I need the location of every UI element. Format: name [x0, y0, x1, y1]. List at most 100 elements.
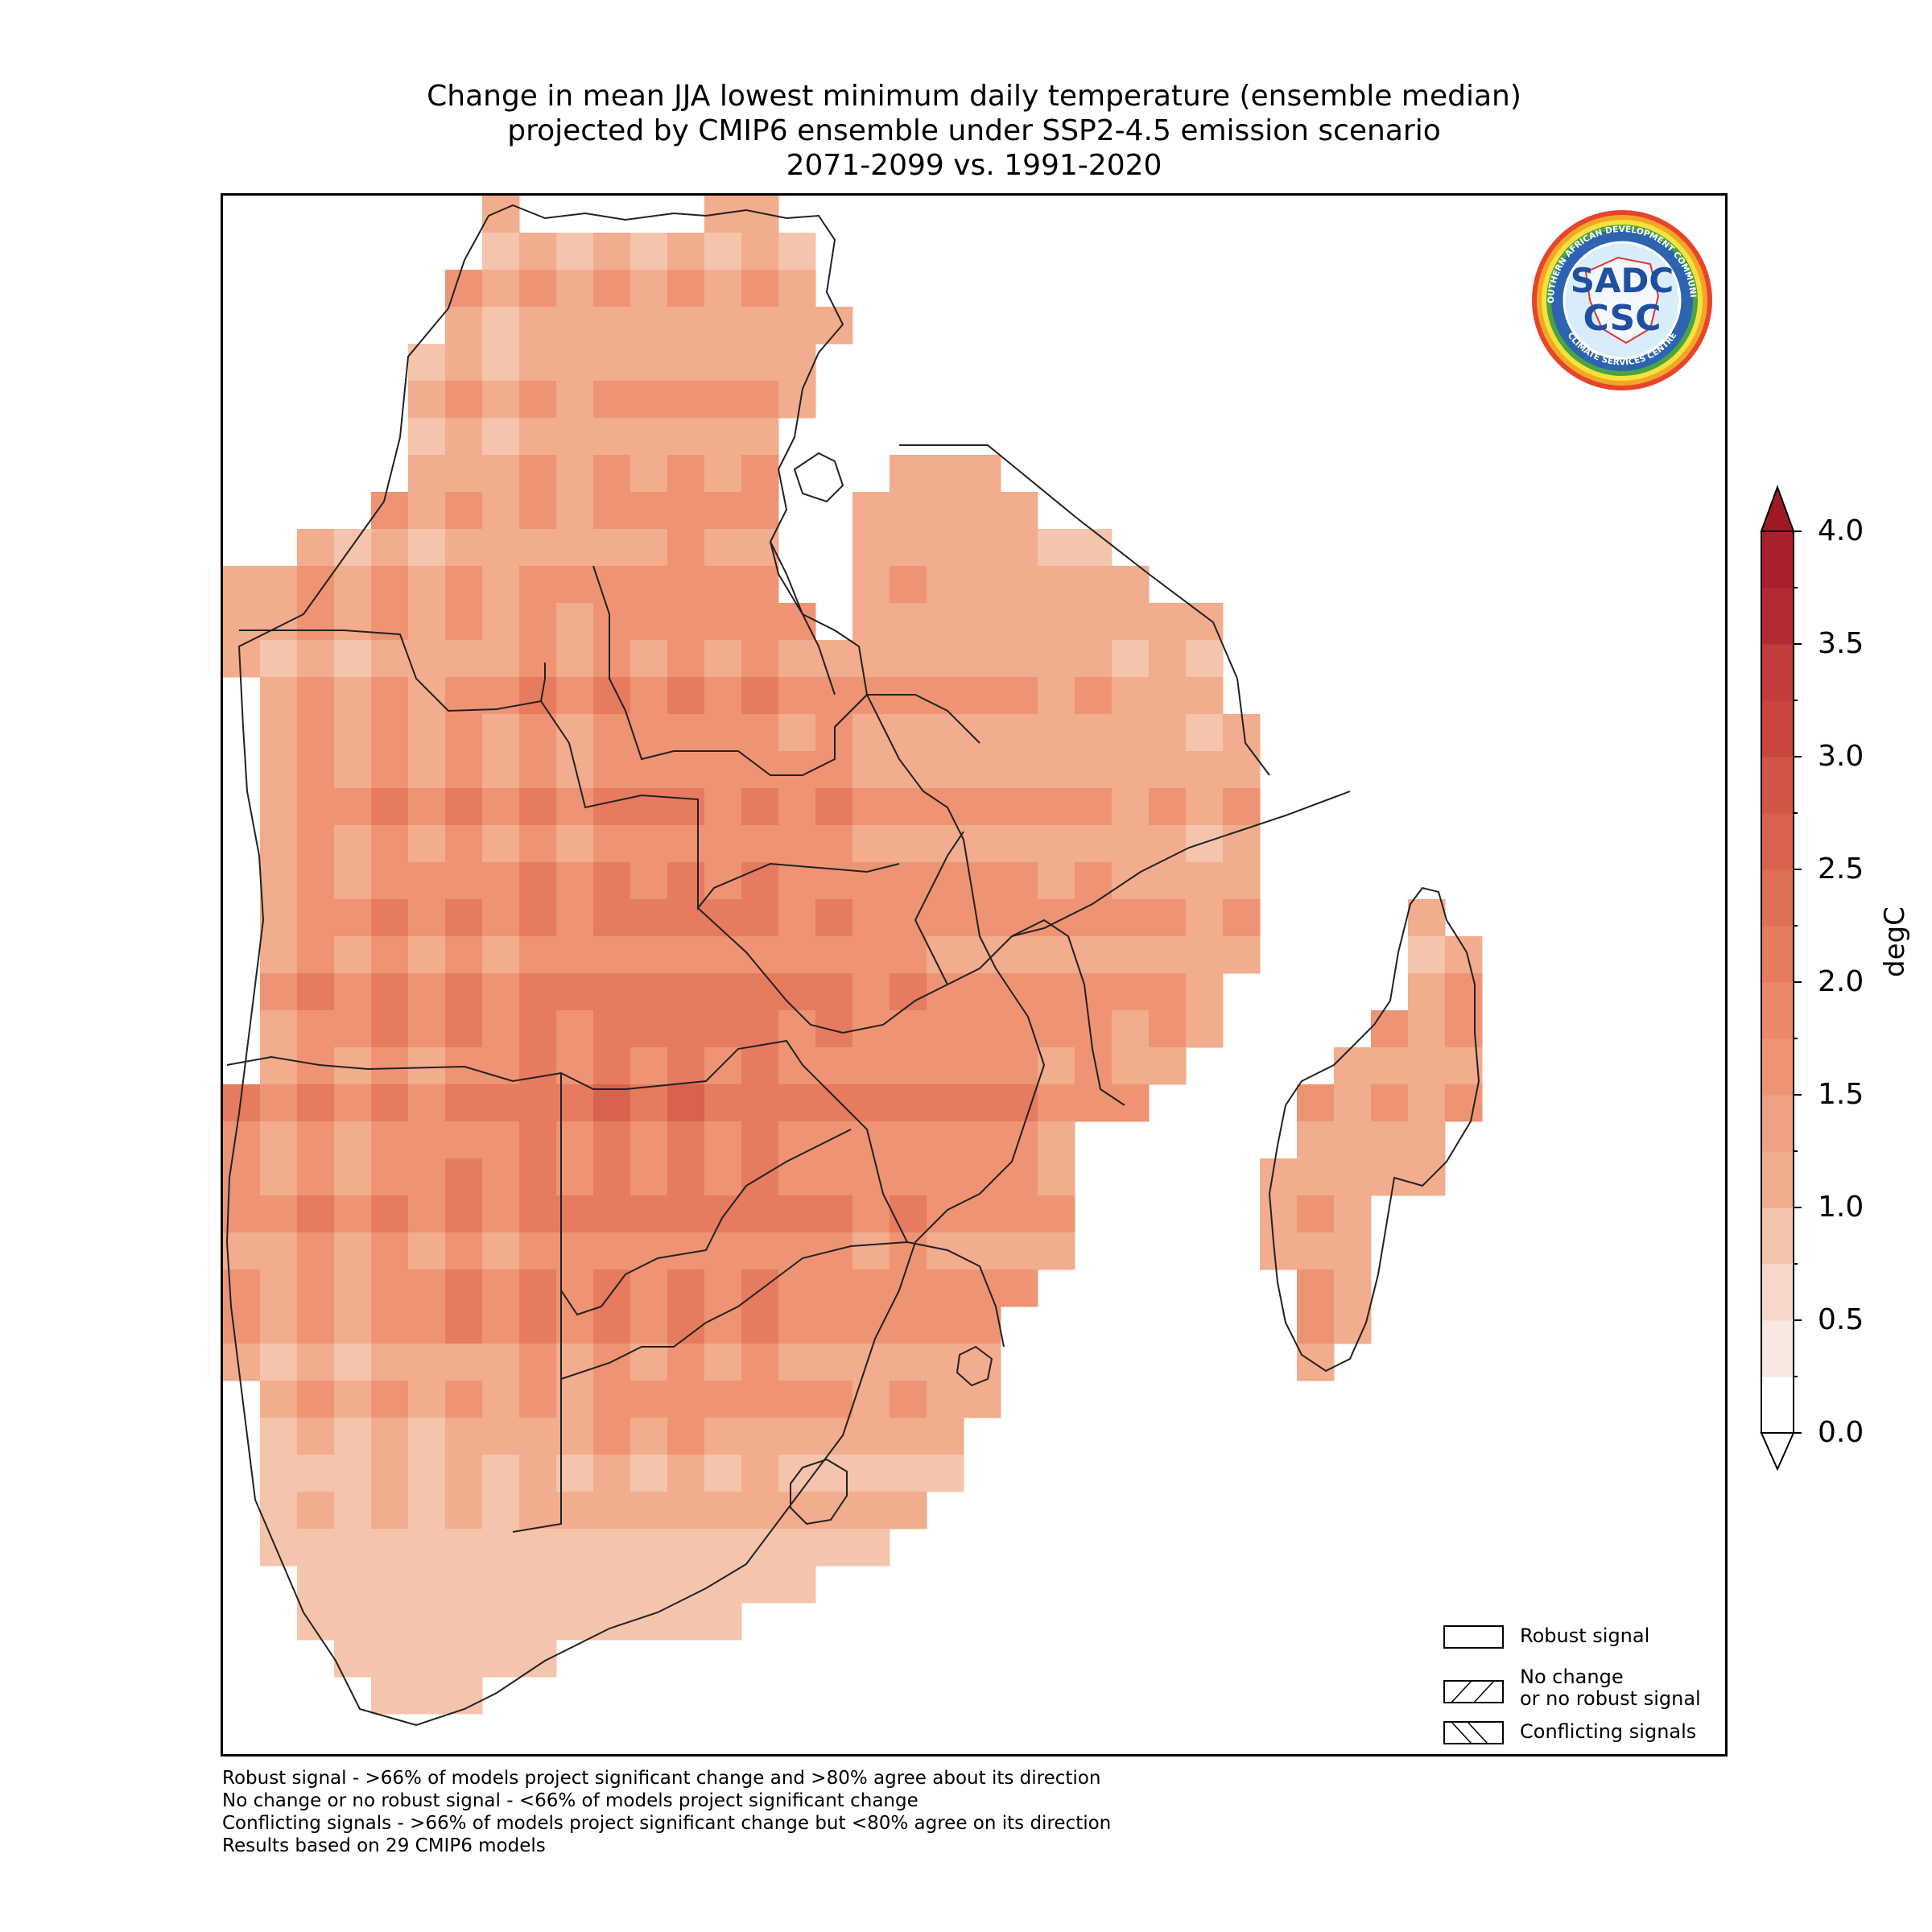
grid-cell	[334, 1121, 372, 1159]
grid-cell	[223, 1121, 261, 1159]
grid-cell	[297, 1455, 335, 1492]
grid-cell	[778, 825, 816, 863]
grid-cell	[704, 1307, 742, 1344]
grid-cell	[297, 714, 335, 752]
grid-cell	[704, 1529, 742, 1567]
border-zim-moz	[906, 1241, 1005, 1348]
grid-cell	[1297, 1121, 1335, 1159]
grid-cell	[704, 603, 742, 641]
grid-cell	[815, 899, 853, 937]
grid-cell	[1445, 936, 1483, 974]
grid-cell	[334, 1158, 372, 1196]
grid-cell	[964, 1084, 1001, 1122]
grid-cell	[408, 1492, 446, 1530]
grid-cell	[667, 603, 705, 641]
grid-cell	[297, 1344, 335, 1381]
grid-cell	[778, 1566, 816, 1604]
grid-cell	[704, 1418, 742, 1455]
footnote-2: No change or no robust signal - <66% of …	[222, 1790, 919, 1811]
grid-cell	[482, 640, 520, 678]
grid-cell	[260, 1529, 298, 1567]
grid-cell	[852, 1158, 890, 1196]
grid-cell	[1445, 973, 1483, 1011]
grid-cell	[334, 751, 372, 789]
grid-cell	[519, 751, 557, 789]
grid-cell	[778, 862, 816, 900]
grid-cell	[778, 1010, 816, 1048]
grid-cell	[667, 640, 705, 678]
grid-cell	[741, 1195, 779, 1233]
grid-cell	[593, 714, 631, 752]
grid-cell	[371, 1344, 409, 1381]
grid-cell	[964, 1121, 1001, 1159]
grid-cell	[260, 899, 298, 937]
grid-cell	[1038, 899, 1075, 937]
grid-cell	[630, 566, 668, 604]
grid-cell	[1186, 788, 1224, 826]
grid-cell	[1149, 751, 1187, 789]
grid-cell	[556, 1047, 594, 1085]
grid-cell	[1408, 899, 1446, 937]
grid-cell	[297, 1158, 335, 1196]
grid-cell	[297, 1307, 335, 1344]
grid-cell	[260, 1418, 298, 1455]
grid-cell	[297, 936, 335, 974]
grid-cell	[371, 1529, 409, 1567]
grid-cell	[1038, 677, 1075, 715]
grid-cell	[741, 899, 779, 937]
grid-cell	[297, 1195, 335, 1233]
grid-cell	[704, 344, 742, 382]
grid-cell	[1075, 1010, 1113, 1048]
grid-cell	[1334, 1269, 1372, 1307]
grid-cell	[519, 1566, 557, 1604]
grid-cell	[334, 1269, 372, 1307]
grid-cell	[519, 1344, 557, 1381]
grid-cell	[260, 640, 298, 678]
grid-cell	[223, 640, 261, 678]
footnotes: Robust signal - >66% of models project s…	[222, 1767, 1111, 1857]
grid-cell	[1334, 1232, 1372, 1270]
grid-cell	[482, 1381, 520, 1418]
grid-cell	[556, 455, 594, 493]
grid-cell	[964, 751, 1001, 789]
grid-cell	[890, 1344, 927, 1381]
grid-cell	[890, 1307, 927, 1344]
grid-cell	[334, 788, 372, 826]
grid-cell	[852, 973, 890, 1011]
grid-cell	[741, 1047, 779, 1085]
grid-cell	[778, 1381, 816, 1418]
grid-cell	[630, 640, 668, 678]
grid-cell	[445, 1677, 483, 1715]
grid-cell	[408, 1529, 446, 1567]
grid-cell	[482, 603, 520, 641]
grid-cell	[445, 1121, 483, 1159]
grid-cell	[667, 1603, 705, 1641]
grid-cell	[445, 677, 483, 715]
border-sa-botswana	[560, 1241, 908, 1380]
grid-cell	[1149, 1010, 1187, 1048]
grid-cell	[556, 492, 594, 530]
grid-cell	[630, 1418, 668, 1455]
grid-cell	[297, 677, 335, 715]
grid-cell	[371, 1455, 409, 1492]
grid-cell	[964, 1307, 1001, 1344]
grid-cell	[1223, 862, 1261, 900]
grid-cell	[260, 1381, 298, 1418]
grid-cell	[371, 1047, 409, 1085]
grid-cell	[260, 1344, 298, 1381]
colorbar-band	[1761, 1095, 1794, 1152]
grid-cell	[1334, 1121, 1372, 1159]
grid-cell	[556, 418, 594, 456]
grid-cell	[297, 529, 335, 567]
grid-cell	[741, 788, 779, 826]
grid-cell	[445, 1344, 483, 1381]
grid-cell	[445, 1418, 483, 1455]
grid-cell	[741, 1344, 779, 1381]
grid-cell	[593, 233, 631, 270]
grid-cell	[260, 1307, 298, 1344]
grid-cell	[334, 1307, 372, 1344]
grid-cell	[445, 1195, 483, 1233]
grid-cell	[445, 899, 483, 937]
colorbar-band	[1761, 588, 1794, 645]
grid-cell	[704, 788, 742, 826]
